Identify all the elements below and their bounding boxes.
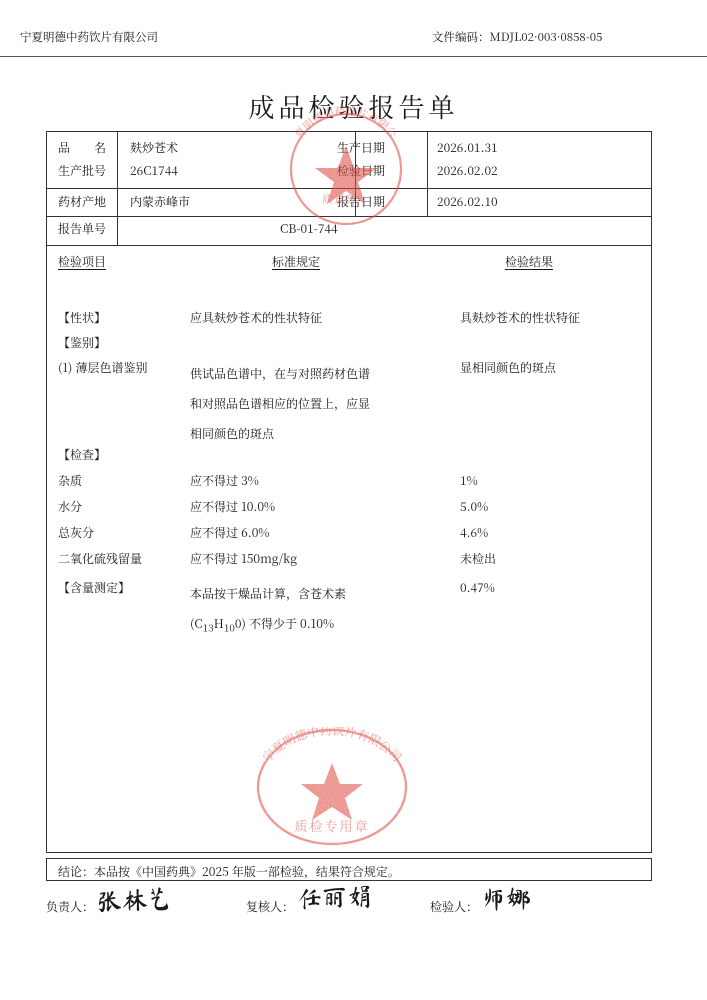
svg-text:质量部: 质量部 (322, 191, 358, 207)
svg-text:宁夏明德中药饮片有限公司: 宁夏明德中药饮片有限公司 (258, 727, 405, 765)
svg-text:质检专用章: 质检专用章 (294, 816, 369, 835)
